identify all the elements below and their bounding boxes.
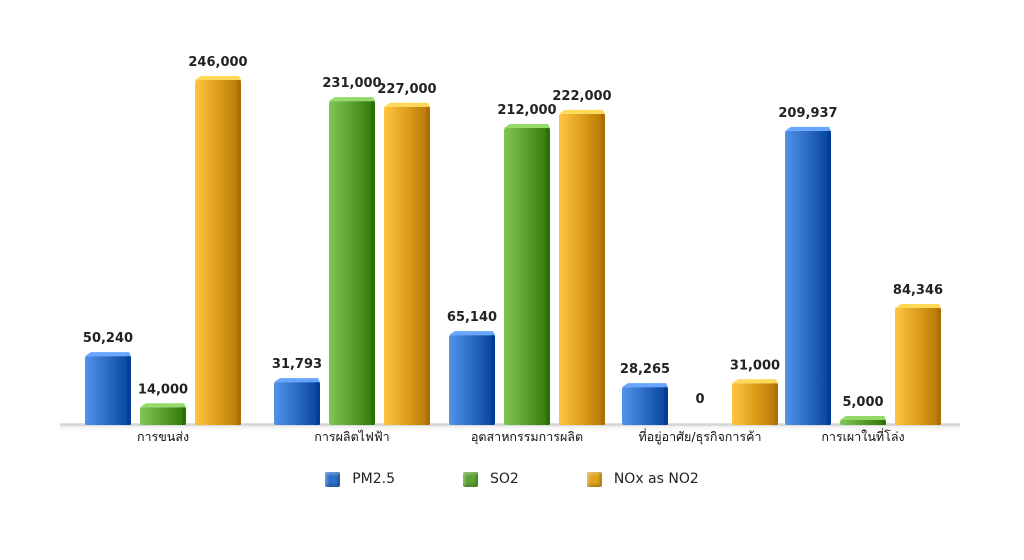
bar-pm25-4 — [785, 126, 831, 425]
legend-swatch-pm25 — [325, 471, 341, 487]
bar-so2-4 — [840, 415, 886, 425]
value-label-so2-2: 212,000 — [497, 103, 556, 118]
bar-noxasno2-1 — [384, 102, 430, 425]
value-label-noxasno2-2: 222,000 — [552, 89, 611, 104]
bar-so2-1 — [329, 97, 375, 425]
legend-label-nox: NOx as NO2 — [613, 471, 699, 487]
category-label-0: การขนส่ง — [137, 429, 189, 444]
bar-noxasno2-4 — [895, 304, 941, 425]
category-label-1: การผลิตไฟฟ้า — [314, 429, 389, 444]
value-label-pm25-2: 65,140 — [447, 310, 497, 325]
category-label-3: ที่อยู่อาศัย/ธุรกิจการค้า — [639, 428, 762, 445]
bar-noxasno2-3 — [732, 379, 778, 425]
bar-so2-2 — [504, 123, 550, 425]
value-label-pm25-4: 209,937 — [778, 106, 837, 121]
bar-pm25-2 — [449, 331, 495, 425]
legend-item-pm25: PM2.5 — [325, 471, 395, 487]
value-label-pm25-1: 31,793 — [272, 357, 322, 372]
bar-noxasno2-2 — [559, 109, 605, 425]
legend-swatch-so2 — [463, 471, 478, 487]
bar-noxasno2-0 — [195, 76, 241, 425]
chart-floor — [60, 423, 960, 433]
value-label-so2-1: 231,000 — [322, 76, 381, 91]
legend-item-nox: NOx as NO2 — [586, 471, 699, 487]
value-label-noxasno2-3: 31,000 — [730, 358, 780, 373]
legend-item-so2: SO2 — [463, 471, 519, 487]
bar-pm25-0 — [85, 352, 131, 425]
value-label-so2-0: 14,000 — [138, 382, 188, 397]
value-label-pm25-0: 50,240 — [83, 331, 133, 346]
value-label-noxasno2-0: 246,000 — [188, 55, 247, 70]
bar-pm25-3 — [622, 383, 668, 425]
legend-swatch-nox — [586, 471, 602, 487]
category-label-4: การเผาในที่โล่ง — [821, 428, 904, 444]
legend: PM2.5 SO2 NOx as NO2 — [0, 466, 1024, 492]
legend-label-pm25: PM2.5 — [352, 471, 395, 487]
value-label-noxasno2-4: 84,346 — [893, 283, 943, 298]
bar-so2-0 — [140, 403, 186, 425]
value-label-pm25-3: 28,265 — [620, 362, 670, 377]
value-label-so2-3: 0 — [695, 392, 704, 407]
value-label-noxasno2-1: 227,000 — [377, 82, 436, 97]
value-label-so2-4: 5,000 — [842, 395, 883, 410]
legend-label-so2: SO2 — [490, 471, 519, 487]
bar-pm25-1 — [274, 378, 320, 425]
category-label-2: อุตสาหกรรมการผลิต — [471, 429, 583, 445]
